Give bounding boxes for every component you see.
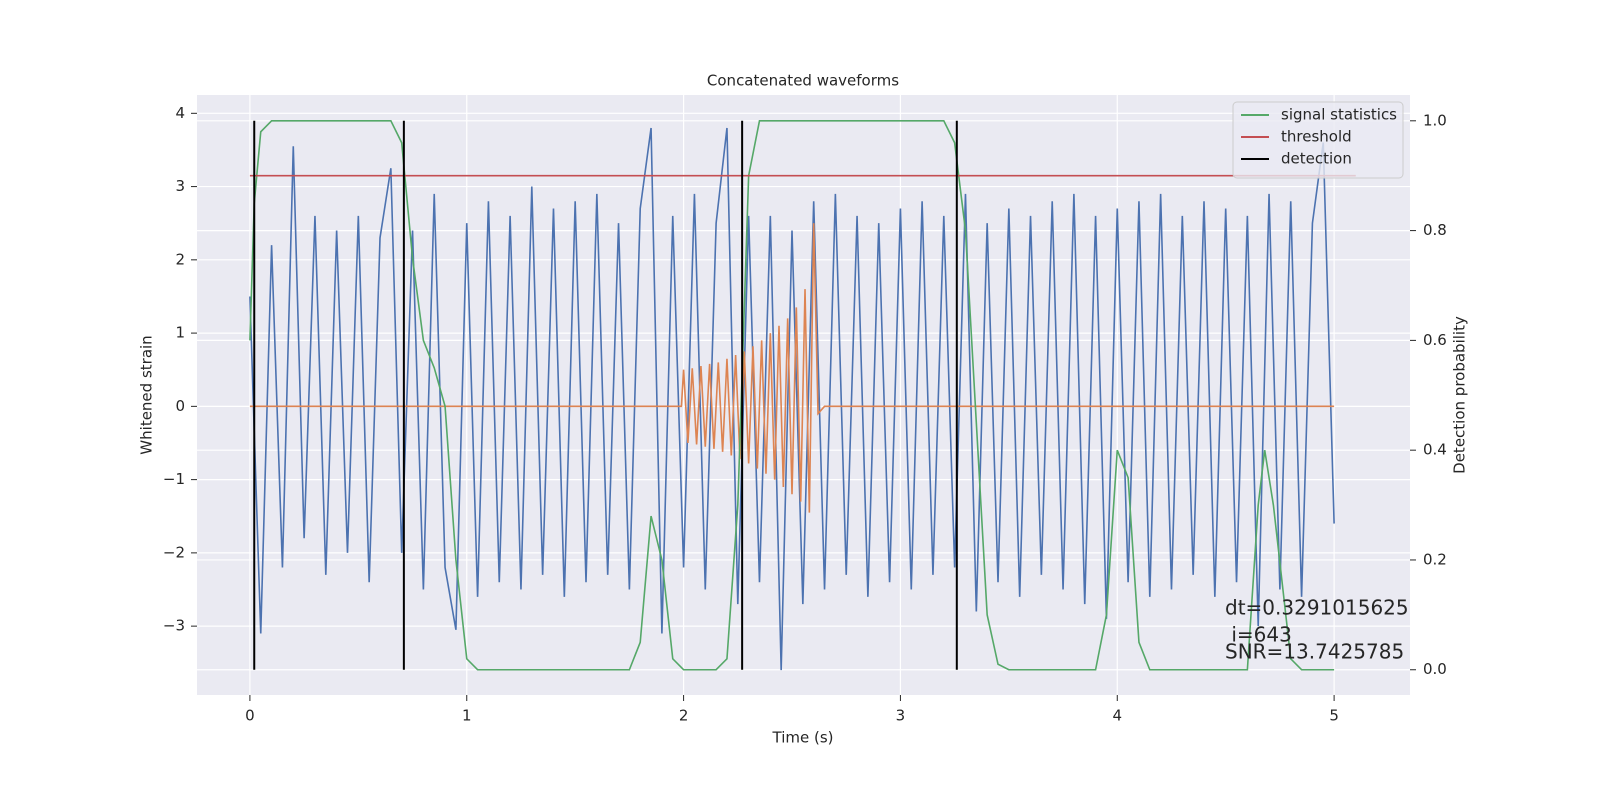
- y-tick-label: 3: [175, 177, 185, 195]
- y-tick-label: −1: [163, 470, 185, 488]
- series-line: [249, 223, 1335, 513]
- y2-tick-label: 0.4: [1423, 441, 1447, 459]
- series-line: [249, 120, 1335, 671]
- y-tick-label: 4: [175, 104, 185, 122]
- y2-tick-label: 1.0: [1423, 111, 1447, 129]
- annotation: i=643: [1225, 623, 1292, 647]
- x-axis-label: Time (s): [772, 729, 834, 747]
- y-tick-label: −3: [163, 617, 185, 635]
- y2-tick-label: 0.2: [1423, 550, 1447, 568]
- legend: signal statistics threshold detection: [1232, 101, 1404, 179]
- y-axis-label: Whitened strain: [138, 335, 156, 454]
- annotation: dt=0.3291015625: [1225, 596, 1409, 620]
- marks: [249, 120, 1356, 671]
- annotation: SNR=13.7425785: [1225, 640, 1404, 664]
- chart-title: Concatenated waveforms: [707, 72, 899, 90]
- y-tick-label: 0: [175, 397, 185, 415]
- legend-label: threshold: [1281, 128, 1352, 146]
- axes: 0 1 2 3 4 5 −3 −2 −1 0 1 2 3 4 0.0 0.2 0.4 0.6 0.8 1.0: [163, 104, 1447, 725]
- series-line: [249, 127, 1335, 671]
- y-tick-label: 1: [175, 324, 185, 342]
- x-tick-label: 0: [245, 707, 255, 725]
- y2-tick-label: 0.6: [1423, 331, 1447, 349]
- y2-tick-label: 0.8: [1423, 221, 1447, 239]
- legend-label: signal statistics: [1281, 106, 1397, 124]
- y2-tick-label: 0.0: [1423, 660, 1447, 678]
- x-tick-label: 1: [462, 707, 472, 725]
- legend-label: detection: [1281, 150, 1352, 168]
- y-tick-label: −2: [163, 543, 185, 561]
- y2-axis-label: Detection probability: [1451, 316, 1469, 474]
- x-tick-label: 3: [896, 707, 906, 725]
- y-tick-label: 2: [175, 250, 185, 268]
- legend-box: [1232, 101, 1404, 179]
- x-tick-label: 2: [679, 707, 689, 725]
- x-tick-label: 4: [1112, 707, 1122, 725]
- x-tick-label: 5: [1329, 707, 1339, 725]
